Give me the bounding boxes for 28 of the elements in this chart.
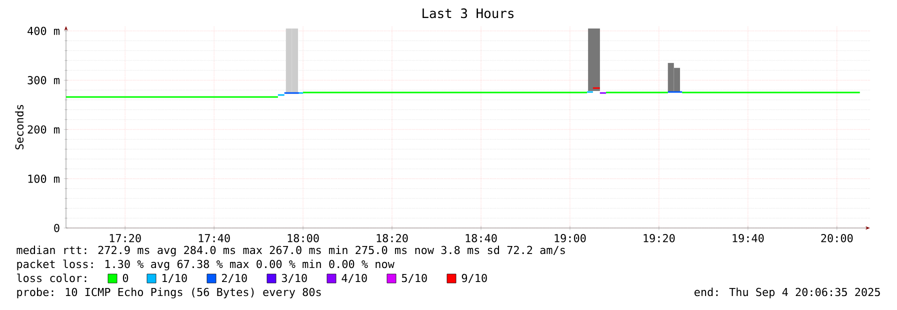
x-tick-label: 18:00 bbox=[288, 234, 319, 242]
x-tick-label: 19:40 bbox=[732, 234, 764, 242]
x-tick-label: 20:00 bbox=[821, 234, 853, 242]
legend-title: loss color: bbox=[17, 274, 86, 282]
text: probe: 10 ICMP Echo Pings (56 Bytes) every 80s bbox=[17, 288, 321, 298]
y-tick-label: 200 m bbox=[28, 125, 60, 134]
legend-label: 3/10 bbox=[282, 274, 307, 284]
x-tick-label: 19:00 bbox=[554, 234, 586, 242]
text: end: Thu Sep 4 20:06:35 2025 bbox=[694, 288, 880, 298]
text: median rtt: 272.9 ms avg 284.0 ms max 267.0 ms min 275.0 ms now 3.8 ms sd 72.2 am/s bbox=[16, 246, 565, 256]
x-tick-label: 17:20 bbox=[110, 234, 141, 242]
x-tick-label: 18:40 bbox=[466, 234, 497, 242]
legend-label: 9/10 bbox=[462, 274, 487, 284]
x-tick-label: 18:20 bbox=[376, 234, 408, 242]
legend-label: 0 bbox=[122, 274, 128, 282]
text: packet loss: 1.30 % avg 67.38 % max 0.00 % min 0.00 % now bbox=[17, 260, 394, 270]
y-tick-label: 400 m bbox=[28, 26, 60, 36]
x-tick-label: 17:40 bbox=[198, 234, 230, 242]
legend-label: 4/10 bbox=[342, 274, 367, 284]
y-axis-title: Seconds bbox=[15, 104, 24, 150]
legend-label: 5/10 bbox=[402, 274, 427, 284]
y-tick-label: 0 bbox=[54, 224, 60, 232]
chart-title: Last 3 Hours bbox=[422, 8, 514, 18]
legend-label: 1/10 bbox=[162, 274, 187, 284]
y-tick-label: 300 m bbox=[28, 76, 60, 84]
x-tick-label: 19:20 bbox=[644, 234, 675, 242]
legend-label: 2/10 bbox=[222, 274, 247, 284]
y-tick-label: 100 m bbox=[28, 174, 60, 183]
